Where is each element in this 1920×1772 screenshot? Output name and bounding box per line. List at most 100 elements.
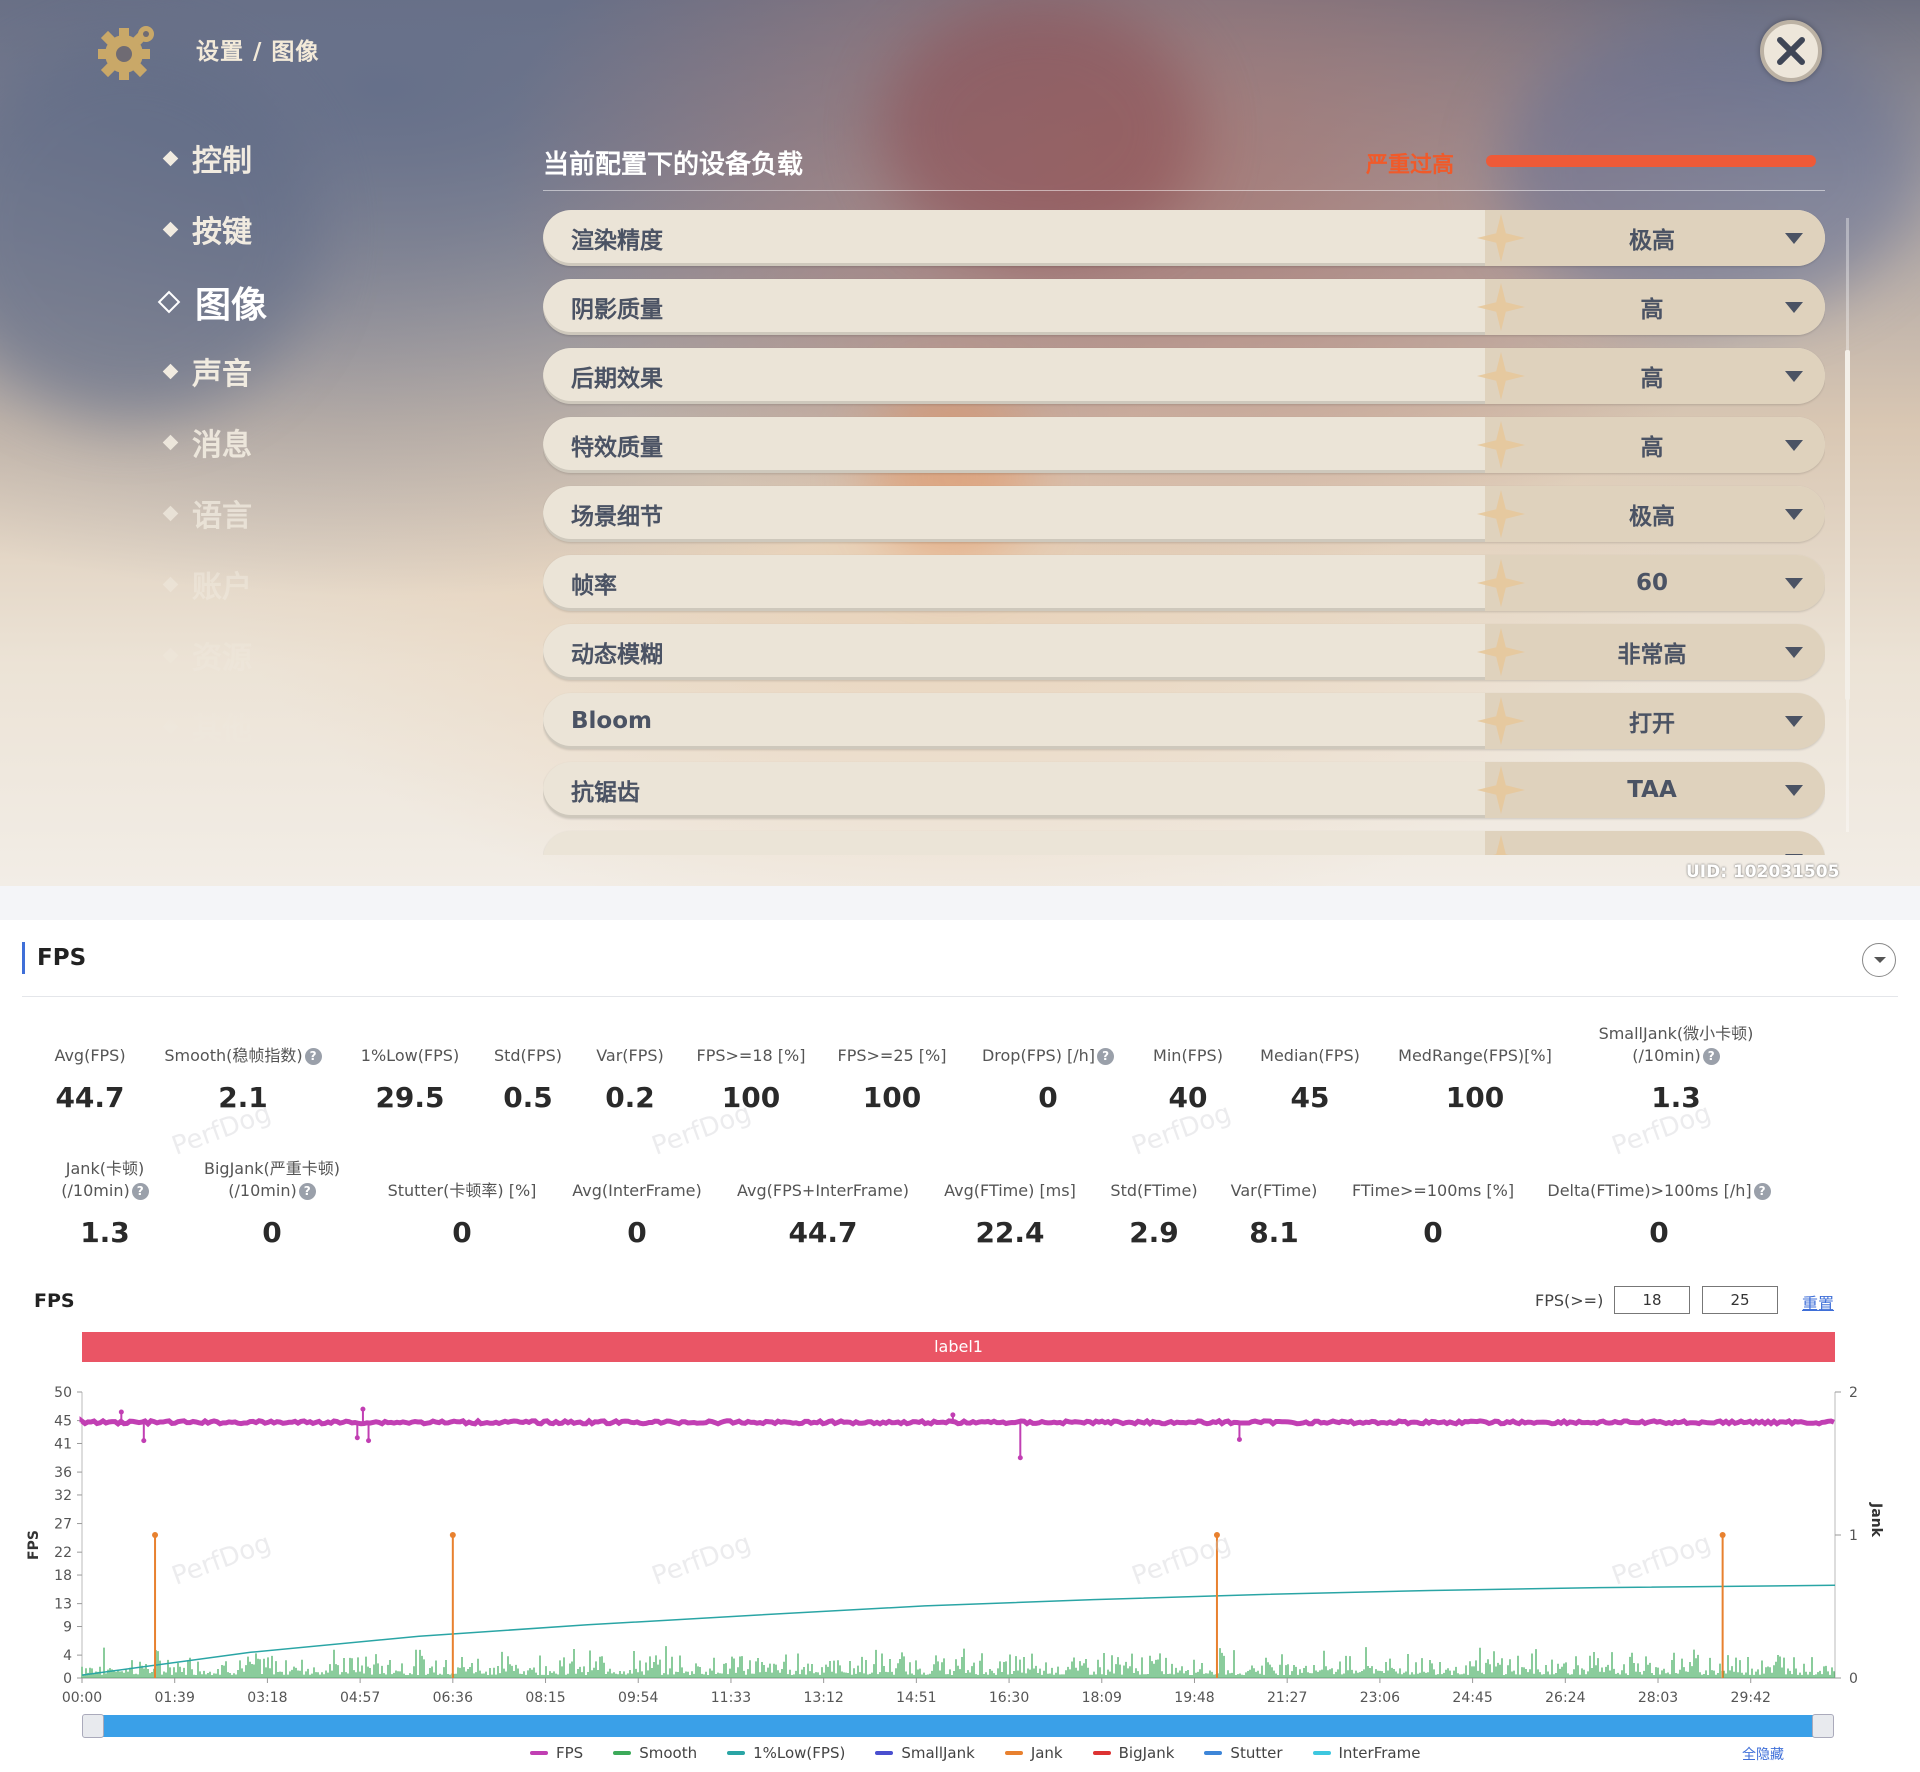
dropdown-arrow-icon[interactable] <box>1785 233 1803 244</box>
legend-item[interactable]: Jank <box>1004 1744 1063 1762</box>
help-icon[interactable]: ? <box>304 1048 322 1065</box>
jank-point <box>152 1532 159 1538</box>
device-load-bar <box>1486 155 1816 167</box>
legend-swatch <box>613 1751 632 1755</box>
nav-item-other[interactable]: 其他 <box>162 704 252 748</box>
help-icon[interactable]: ? <box>1753 1183 1771 1200</box>
metric-value: 0.2 <box>605 1081 655 1114</box>
dropdown-arrow-icon[interactable] <box>1785 302 1803 313</box>
setting-value-box[interactable] <box>1485 555 1825 611</box>
jank-point <box>449 1532 456 1538</box>
x-tick-label: 03:18 <box>247 1690 287 1706</box>
nav-item-keys[interactable]: 按键 <box>162 207 252 251</box>
nav-item-control[interactable]: 控制 <box>162 136 252 180</box>
close-button[interactable] <box>1760 20 1822 82</box>
setting-value: 高 <box>1640 366 1664 392</box>
metric-name: Drop(FPS) [/h]? <box>918 1045 1178 1067</box>
nav-item-messages[interactable]: 消息 <box>162 420 252 464</box>
fps-point <box>354 1435 360 1441</box>
dropdown-arrow-icon[interactable] <box>1785 854 1803 855</box>
reset-link[interactable]: 重置 <box>1802 1294 1835 1313</box>
setting-value-box[interactable] <box>1485 693 1825 749</box>
setting-row[interactable]: 动态模糊 非常高 <box>543 624 1825 680</box>
setting-row[interactable] <box>543 831 1825 855</box>
setting-value-box[interactable] <box>1485 279 1825 335</box>
x-tick-label: 16:30 <box>989 1690 1029 1706</box>
x-tick-label: 09:54 <box>618 1690 658 1706</box>
metric-value: 40 <box>1168 1081 1208 1114</box>
dropdown-arrow-icon[interactable] <box>1785 371 1803 382</box>
setting-row[interactable]: 阴影质量 高 <box>543 279 1825 335</box>
setting-value-box[interactable] <box>1485 348 1825 404</box>
setting-label: 抗锯齿 <box>571 780 640 806</box>
setting-row[interactable]: 抗锯齿 TAA <box>543 762 1825 818</box>
chart-title: FPS <box>34 1290 75 1312</box>
setting-value-box[interactable] <box>1485 624 1825 680</box>
legend-item[interactable]: BigJank <box>1092 1744 1174 1762</box>
section-title: FPS <box>22 942 86 974</box>
setting-row[interactable]: 渲染精度 极高 <box>543 210 1825 266</box>
nav-item-graphics[interactable]: 图像 <box>157 276 267 328</box>
help-icon[interactable]: ? <box>131 1183 149 1200</box>
fps-threshold-input-1[interactable] <box>1614 1286 1690 1314</box>
x-tick-label: 14:51 <box>896 1690 936 1706</box>
setting-value-box[interactable] <box>1485 210 1825 266</box>
metric-name: Avg(FTime) [ms] <box>944 1181 1076 1200</box>
legend-item[interactable]: 1%Low(FPS) <box>727 1744 845 1762</box>
slider-handle-left[interactable] <box>82 1714 104 1738</box>
help-icon[interactable]: ? <box>1097 1048 1115 1065</box>
metric-value: 0.5 <box>503 1081 553 1114</box>
y-tick-label: 45 <box>54 1414 72 1430</box>
diamond-icon <box>162 150 179 166</box>
setting-row[interactable]: 后期效果 高 <box>543 348 1825 404</box>
setting-row[interactable]: 场景细节 极高 <box>543 486 1825 542</box>
help-icon[interactable]: ? <box>1702 1048 1720 1065</box>
legend-item[interactable]: Stutter <box>1204 1744 1283 1762</box>
setting-value-box[interactable] <box>1485 417 1825 473</box>
setting-row[interactable]: Bloom 打开 <box>543 693 1825 749</box>
metric-name-unit: (/10min)? <box>1546 1045 1806 1067</box>
nav-item-audio[interactable]: 声音 <box>162 349 252 393</box>
nav-item-account[interactable]: 账户 <box>162 562 252 606</box>
legend-item[interactable]: Smooth <box>613 1744 697 1762</box>
dropdown-arrow-icon[interactable] <box>1785 785 1803 796</box>
dropdown-arrow-icon[interactable] <box>1785 716 1803 727</box>
metric-name: Jank(卡顿) <box>65 1159 145 1178</box>
slider-handle-right[interactable] <box>1812 1714 1834 1738</box>
help-icon[interactable]: ? <box>298 1183 316 1200</box>
legend-item[interactable]: SmallJank <box>875 1744 975 1762</box>
setting-value-box[interactable] <box>1485 486 1825 542</box>
nav-item-resources[interactable]: 资源 <box>162 633 252 677</box>
fps-point <box>1017 1455 1023 1461</box>
metric: BigJank(严重卡顿) (/10min)? 0 <box>142 1158 402 1249</box>
metric-name: SmallJank(微小卡顿) <box>1598 1024 1754 1043</box>
setting-value-box[interactable] <box>1485 762 1825 818</box>
time-range-slider[interactable] <box>82 1715 1822 1737</box>
metric-name: BigJank(严重卡顿) <box>204 1159 340 1178</box>
dropdown-arrow-icon[interactable] <box>1785 578 1803 589</box>
metric-value: 44.7 <box>788 1216 858 1249</box>
setting-row[interactable]: 帧率 60 <box>543 555 1825 611</box>
metric: Jank(卡顿) (/10min)? 1.3 <box>0 1158 235 1249</box>
scrollbar-thumb[interactable] <box>1845 350 1850 700</box>
metric-name: 1%Low(FPS) <box>360 1046 460 1065</box>
y2-axis-label: Jank <box>1868 1502 1884 1538</box>
label-band[interactable]: label1 <box>82 1332 1835 1362</box>
nav-item-language[interactable]: 语言 <box>162 491 252 535</box>
x-tick-label: 18:09 <box>1082 1690 1122 1706</box>
legend-item[interactable]: InterFrame <box>1312 1744 1420 1762</box>
hide-all-link[interactable]: 全隐藏 <box>1742 1747 1784 1763</box>
x-tick-label: 24:45 <box>1452 1690 1492 1706</box>
dropdown-arrow-icon[interactable] <box>1785 647 1803 658</box>
x-tick-label: 29:42 <box>1731 1690 1771 1706</box>
legend-item[interactable]: FPS <box>530 1744 583 1762</box>
dropdown-arrow-icon[interactable] <box>1785 509 1803 520</box>
fps-threshold-input-2[interactable] <box>1702 1286 1778 1314</box>
collapse-button[interactable] <box>1862 943 1896 977</box>
setting-row[interactable]: 特效质量 高 <box>543 417 1825 473</box>
dropdown-arrow-icon[interactable] <box>1785 440 1803 451</box>
metric-value: 45 <box>1290 1081 1330 1114</box>
metric: FPS>=25 [%] 100 <box>762 1045 1022 1114</box>
chart-legend: FPS Smooth 1%Low(FPS) SmallJank Jank BigJank S… <box>530 1744 1450 1762</box>
setting-value-box[interactable] <box>1485 831 1825 855</box>
